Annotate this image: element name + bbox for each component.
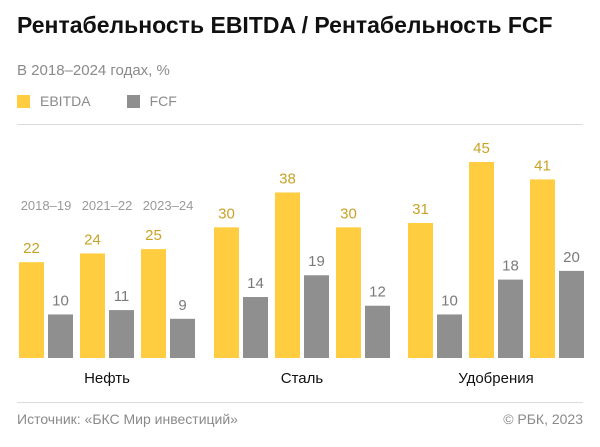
value-label-fcf-1-1: 19 <box>308 253 325 270</box>
bar-fcf-2-0 <box>437 314 462 358</box>
bar-ebitda-2-2 <box>530 179 555 358</box>
legend-swatch-ebitda <box>17 94 30 108</box>
copyright-note: © РБК, 2023 <box>503 411 583 427</box>
value-label-ebitda-2-2: 41 <box>534 157 551 174</box>
bar-fcf-1-0 <box>243 297 268 358</box>
legend: EBITDA FCF <box>17 93 213 109</box>
value-label-ebitda-1-0: 30 <box>218 205 235 222</box>
divider-bottom <box>17 402 583 403</box>
value-label-ebitda-0-0: 22 <box>23 240 40 257</box>
value-label-fcf-0-0: 10 <box>52 292 69 309</box>
value-label-fcf-2-1: 18 <box>502 258 519 275</box>
bar-ebitda-0-0 <box>19 262 44 358</box>
legend-swatch-fcf <box>126 94 140 108</box>
value-label-fcf-0-1: 11 <box>114 288 130 305</box>
value-label-fcf-2-0: 10 <box>441 292 458 309</box>
bar-ebitda-0-2 <box>141 249 166 358</box>
group-label-0: Нефть <box>84 370 130 387</box>
value-label-ebitda-2-0: 31 <box>412 201 429 218</box>
bar-ebitda-1-2 <box>336 227 361 358</box>
bar-ebitda-2-1 <box>469 162 494 358</box>
group-label-1: Сталь <box>281 370 324 387</box>
bar-fcf-0-2 <box>170 318 195 358</box>
value-label-fcf-1-2: 12 <box>369 284 386 301</box>
bar-ebitda-0-1 <box>80 253 105 358</box>
bar-ebitda-1-0 <box>214 227 239 358</box>
bar-ebitda-1-1 <box>275 192 300 358</box>
legend-item-fcf: FCF <box>126 93 177 109</box>
bar-fcf-1-1 <box>304 275 329 358</box>
value-label-ebitda-1-1: 38 <box>279 170 296 187</box>
legend-label-ebitda: EBITDA <box>40 93 91 109</box>
value-label-ebitda-1-2: 30 <box>340 205 357 222</box>
bar-fcf-0-0 <box>48 314 73 358</box>
source-note: Источник: «БКС Мир инвестиций» <box>17 411 238 427</box>
divider-top <box>17 124 583 125</box>
period-label-1: 2021–22 <box>82 198 133 213</box>
legend-item-ebitda: EBITDA <box>17 93 91 109</box>
bar-fcf-1-2 <box>365 305 390 358</box>
value-label-ebitda-2-1: 45 <box>473 140 490 157</box>
bar-fcf-2-2 <box>559 270 584 358</box>
chart-subtitle: В 2018–2024 годах, % <box>17 62 170 79</box>
value-label-ebitda-0-2: 25 <box>145 227 162 244</box>
chart-title: Рентабельность EBITDA / Рентабельность F… <box>17 12 553 38</box>
value-label-fcf-2-2: 20 <box>563 249 580 266</box>
value-label-ebitda-0-1: 24 <box>84 231 101 248</box>
period-label-2: 2023–24 <box>143 198 194 213</box>
bar-ebitda-2-0 <box>408 222 433 358</box>
legend-label-fcf: FCF <box>149 93 177 109</box>
period-label-0: 2018–19 <box>21 198 72 213</box>
bar-fcf-0-1 <box>109 310 134 358</box>
value-label-fcf-1-0: 14 <box>247 275 264 292</box>
value-label-fcf-0-2: 9 <box>178 297 186 314</box>
bar-fcf-2-1 <box>498 279 523 358</box>
group-label-2: Удобрения <box>458 370 534 387</box>
